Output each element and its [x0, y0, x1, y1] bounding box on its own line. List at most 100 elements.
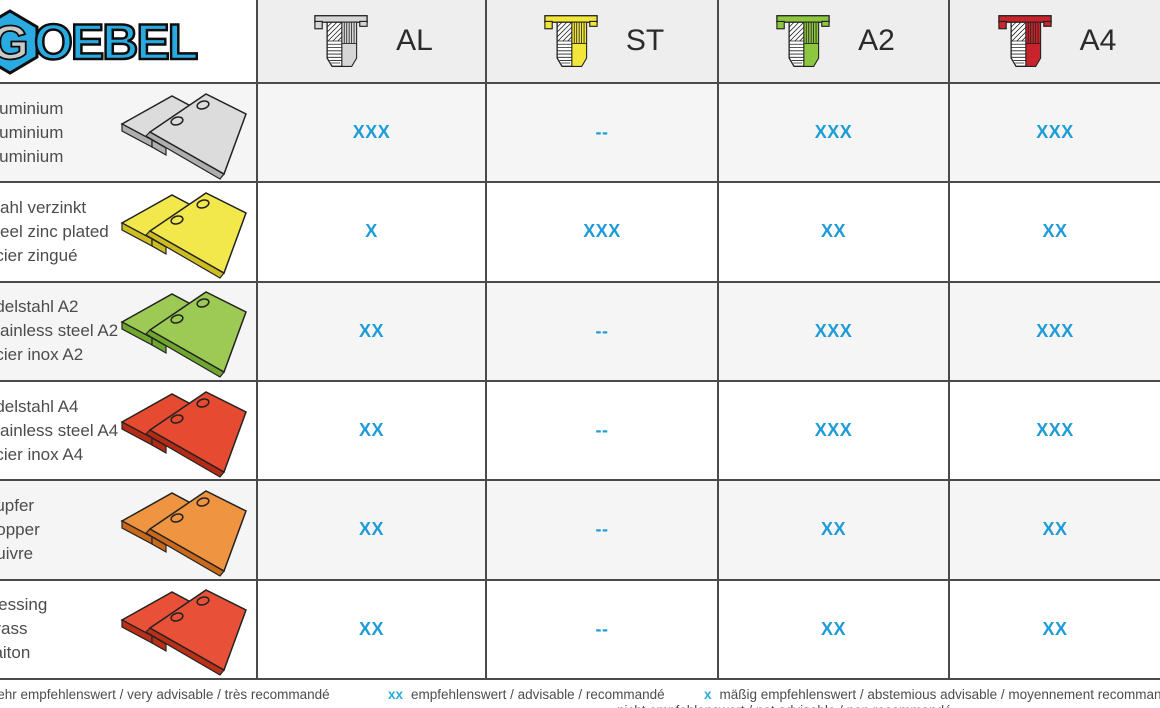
material-compatibility-table: G OEBEL AL ST A2 A4 Aluminium Aluminium	[0, 0, 1160, 680]
legend-entry-not-advisable: -- nicht empfehlenswert / not advisable /…	[600, 703, 952, 708]
rating-cell: XX	[719, 183, 950, 283]
rating-cell: --	[487, 580, 719, 680]
rating-value: XXX	[814, 122, 853, 143]
rating-value: --	[595, 122, 609, 143]
rating-value: --	[595, 420, 609, 441]
column-header-al: AL	[258, 0, 487, 84]
rating-cell: --	[487, 84, 719, 184]
rating-value: --	[595, 618, 609, 639]
legend-marker: xx	[388, 687, 404, 702]
rating-legend: xxxsehr empfehlenswert / very advisable …	[0, 680, 1160, 708]
rating-cell: XXX	[719, 282, 950, 382]
rating-cell: XX	[258, 381, 487, 482]
rating-cell: XX	[950, 580, 1160, 680]
rating-cell: XX	[258, 282, 487, 382]
rating-cell: X	[258, 183, 487, 283]
rating-value: XXX	[814, 320, 853, 341]
column-label: A4	[1079, 24, 1117, 57]
rating-cell: XX	[258, 580, 487, 680]
rating-cell: --	[487, 481, 719, 581]
rating-value: XX	[358, 420, 384, 441]
material-name-fr: Cuivre	[0, 543, 34, 563]
rating-cell: XX	[258, 481, 487, 581]
column-label: A2	[858, 24, 895, 57]
column-header-st: ST	[487, 0, 719, 84]
material-row-stainless-a2: Edelstahl A2 Stainless steel A2 Acier in…	[0, 282, 258, 382]
legend-marker: --	[600, 703, 609, 708]
legend-text: mäßig empfehlenswert / abstemious advisa…	[719, 687, 1160, 702]
rating-value: XXX	[583, 221, 621, 242]
rating-value: XXX	[1036, 122, 1074, 143]
material-name-de: Messing	[0, 595, 48, 615]
rating-cell: --	[487, 282, 719, 382]
rating-cell: XXX	[950, 381, 1160, 482]
rivet-nut-steel-zinc-icon	[540, 6, 602, 76]
copper-plates-icon	[116, 483, 254, 577]
rivet-nut-stainless-a2-icon	[772, 6, 834, 76]
rating-value: --	[595, 519, 609, 540]
material-row-stainless-a4: Edelstahl A4 Stainless steel A4 Acier in…	[0, 381, 258, 482]
material-name-fr: Acier inox A2	[0, 345, 84, 365]
rating-cell: XXX	[950, 84, 1160, 184]
material-row-copper: Kupfer Copper Cuivre	[0, 481, 258, 581]
legend-entry-advisable: xx empfehlenswert / advisable / recommand…	[388, 687, 665, 702]
material-name-en: Steel zinc plated	[0, 221, 109, 241]
logo-wordmark: OEBEL	[33, 14, 200, 70]
rating-value: XX	[358, 320, 384, 341]
aluminium-plates-icon	[116, 86, 254, 180]
material-name-de: Edelstahl A4	[0, 396, 79, 416]
column-header-a4: A4	[950, 0, 1160, 84]
material-name-en: Copper	[0, 519, 40, 539]
rating-value: XXX	[1036, 420, 1074, 441]
material-name-de: Kupfer	[0, 495, 35, 515]
rating-value: XXX	[814, 420, 853, 441]
rating-value: XX	[820, 519, 846, 540]
column-label: AL	[396, 24, 433, 57]
rivet-nut-aluminium-icon	[310, 6, 372, 76]
material-name-en: Stainless steel A4	[0, 420, 119, 440]
legend-marker: x	[704, 687, 712, 702]
column-label: ST	[625, 24, 665, 57]
legend-text: nicht empfehlenswert / not advisable / n…	[617, 703, 952, 708]
material-name-de: Stahl verzinkt	[0, 197, 87, 217]
material-row-aluminium: Aluminium Aluminium Aluminium	[0, 84, 258, 184]
material-row-steel-zinc: Stahl verzinkt Steel zinc plated Acier z…	[0, 183, 258, 283]
logo-cell: G OEBEL	[0, 0, 258, 84]
rating-value: XX	[358, 618, 384, 639]
rating-cell: XX	[950, 183, 1160, 283]
stainless-a2-plates-icon	[116, 284, 254, 378]
material-row-brass: Messing Brass Laiton	[0, 580, 258, 680]
rating-cell: XX	[719, 580, 950, 680]
rating-value: XX	[820, 618, 846, 639]
material-name-fr: Acier inox A4	[0, 444, 84, 464]
material-name-en: Brass	[0, 619, 28, 639]
rating-cell: XX	[950, 481, 1160, 581]
svg-text:G: G	[0, 17, 29, 70]
material-name-fr: Acier zingué	[0, 245, 78, 265]
brass-plates-icon	[116, 582, 254, 676]
legend-entry-moderately-advisable: x mäßig empfehlenswert / abstemious advis…	[704, 687, 1160, 702]
legend-text: empfehlenswert / advisable / recommandé	[411, 687, 665, 702]
rating-cell: XXX	[258, 84, 487, 184]
material-name-en: Stainless steel A2	[0, 321, 119, 341]
material-name-fr: Laiton	[0, 643, 31, 663]
material-name-fr: Aluminium	[0, 146, 64, 166]
rating-cell: XXX	[487, 183, 719, 283]
rating-value: XXX	[1036, 320, 1074, 341]
rating-cell: --	[487, 381, 719, 482]
rating-cell: XXX	[719, 381, 950, 482]
rating-value: XX	[1042, 221, 1068, 242]
legend-entry-very-advisable: xxxsehr empfehlenswert / very advisable …	[0, 687, 330, 702]
rating-cell: XX	[719, 481, 950, 581]
steel-zinc-plates-icon	[116, 185, 254, 279]
logo-hexagon-icon: G	[0, 9, 39, 75]
rivet-nut-stainless-a4-icon	[994, 6, 1056, 76]
goebel-logo: G OEBEL	[0, 9, 200, 75]
rating-value: --	[595, 320, 609, 341]
rating-value: X	[365, 221, 378, 242]
legend-text: sehr empfehlenswert / very advisable / t…	[0, 687, 330, 702]
material-name-en: Aluminium	[0, 122, 64, 142]
material-name-de: Edelstahl A2	[0, 297, 79, 317]
stainless-a4-plates-icon	[116, 384, 254, 478]
